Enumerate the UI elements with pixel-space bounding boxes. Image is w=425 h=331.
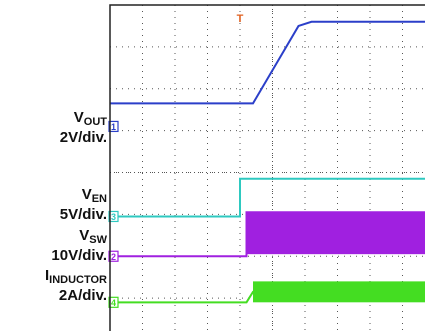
trigger-marker: T (237, 13, 244, 25)
iinductor-main: I (44, 267, 50, 284)
marker-label: 1 (111, 122, 116, 132)
ven-scale: 5V/div. (59, 206, 107, 223)
vsw-sub: SW (89, 234, 107, 246)
marker-box (108, 210, 119, 223)
vsw-main: V (79, 227, 90, 244)
ven-trace (110, 177, 425, 218)
iinductor-channel-marker: 4 (108, 296, 119, 308)
marker-box (108, 296, 119, 308)
marker-label: 2 (111, 252, 116, 262)
marker-label: 4 (111, 298, 116, 308)
vout-main: V (73, 109, 84, 126)
vout-label: VOUT 2V/div. (60, 110, 107, 146)
iinductor-label: IINDUCTOR 2A/div. (45, 268, 107, 304)
ven-label: VEN 5V/div. (60, 187, 107, 223)
vout-sub: OUT (83, 116, 107, 128)
vsw-trace (110, 211, 425, 258)
vsw-scale: 10V/div. (51, 247, 107, 264)
vout-scale: 2V/div. (59, 129, 107, 146)
marker-box (108, 250, 119, 262)
vout-trace (110, 20, 425, 105)
iinductor-trace (110, 290, 425, 304)
iinductor-scale: 2A/div. (58, 287, 107, 304)
vout-channel-marker: 1 (108, 120, 119, 133)
marker-label: 3 (111, 212, 116, 222)
vsw-label: VSW 10V/div. (51, 228, 107, 264)
vsw-band (246, 212, 425, 255)
marker-box (108, 120, 119, 133)
vsw-channel-marker: 2 (108, 250, 119, 262)
plot-traces (110, 20, 425, 304)
ven-channel-marker: 3 (108, 210, 119, 223)
ven-main: V (81, 186, 92, 203)
plot-frame (109, 4, 425, 331)
channel-markers: 1 3 2 4 (108, 120, 119, 308)
iinductor-sub: INDUCTOR (49, 274, 107, 286)
ven-sub: EN (91, 193, 107, 205)
